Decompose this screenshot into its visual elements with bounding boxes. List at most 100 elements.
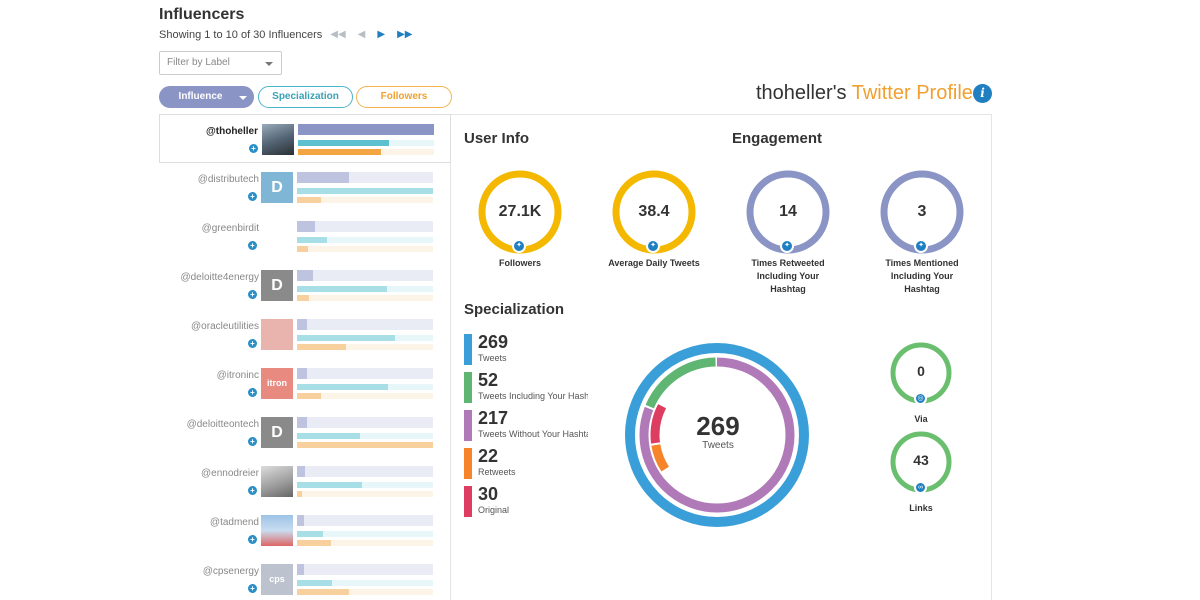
specialization-heading: Specialization <box>464 301 565 318</box>
pager-controls: ◀◀ ◀ ▶ ▶▶ <box>330 30 424 40</box>
influencer-handle[interactable]: @tadmend <box>209 517 259 528</box>
influencer-row[interactable]: @deloitte4energy + D <box>159 261 451 310</box>
influencer-row[interactable]: @distributech + D <box>159 163 451 212</box>
specialization-bar <box>297 482 433 488</box>
donut-center: 269 Tweets <box>676 412 760 451</box>
influencer-row[interactable]: @oracleutilities + <box>159 310 451 359</box>
influence-bar <box>297 368 433 379</box>
influencer-handle[interactable]: @distributech <box>197 174 259 185</box>
donut-original-arc <box>650 368 784 502</box>
add-icon[interactable]: + <box>248 241 257 250</box>
link-icon: ∞ <box>914 481 927 494</box>
user-info-heading: User Info <box>464 130 530 147</box>
influence-bar <box>298 124 434 135</box>
add-icon[interactable]: + <box>248 584 257 593</box>
mentioned-label: Times Mentioned Including Your Hashtag <box>879 257 965 296</box>
add-icon[interactable]: + <box>248 192 257 201</box>
next-page-icon[interactable]: ▶ <box>377 29 386 40</box>
influencer-bars <box>297 319 433 351</box>
sort-followers-button[interactable]: Followers <box>356 86 452 108</box>
info-icon[interactable]: i <box>973 84 992 103</box>
sort-specialization-button[interactable]: Specialization <box>258 86 353 108</box>
followers-track <box>297 246 433 252</box>
followers-bar <box>297 491 433 497</box>
influence-bar <box>297 319 433 330</box>
add-icon[interactable]: + <box>248 437 257 446</box>
globe-icon: ◎ <box>914 392 927 405</box>
followers-track <box>297 197 433 203</box>
prev-page-icon[interactable]: ◀ <box>357 29 366 40</box>
last-page-icon[interactable]: ▶▶ <box>397 29 413 40</box>
specialization-item: 30 Original <box>464 484 594 518</box>
specialization-bar <box>297 188 433 194</box>
followers-track <box>297 295 433 301</box>
followers-track <box>297 344 433 350</box>
influence-track <box>297 221 433 232</box>
profile-title: thoheller's Twitter Profile <box>756 82 973 105</box>
specialization-track <box>297 580 433 586</box>
add-icon[interactable]: + <box>248 290 257 299</box>
influencer-row[interactable]: @greenbirdit + ✿ <box>159 212 451 261</box>
specialization-track <box>297 335 433 341</box>
influence-bar <box>297 270 433 281</box>
avg-daily-value: 38.4 <box>638 203 670 220</box>
influence-track <box>297 466 433 477</box>
legend-label: Retweets <box>478 467 516 477</box>
influencer-handle[interactable]: @itroninc <box>216 370 259 381</box>
pagination-bar: Showing 1 to 10 of 30 Influencers ◀◀ ◀ ▶… <box>159 29 424 41</box>
avatar: D <box>261 417 293 448</box>
followers-bar <box>297 442 433 448</box>
add-icon[interactable]: + <box>248 388 257 397</box>
sort-influence-button[interactable]: Influence <box>159 86 254 108</box>
mentioned-label-line: Times Mentioned <box>885 258 959 268</box>
avatar: cps <box>261 564 293 595</box>
influencer-row[interactable]: @tadmend + <box>159 506 451 555</box>
donut-tweets-ring <box>625 343 809 527</box>
influencer-bars <box>297 515 433 547</box>
specialization-bar <box>297 433 433 439</box>
mentioned-label-line: Hashtag <box>904 284 940 294</box>
add-icon[interactable]: + <box>249 144 258 153</box>
profile-username: thoheller's <box>756 82 847 104</box>
links-stat: 43 ∞ Links <box>889 430 953 513</box>
influencer-handle[interactable]: @ennodreier <box>201 468 259 479</box>
followers-bar <box>297 393 433 399</box>
influencer-row[interactable]: @thoheller + <box>159 114 451 163</box>
specialization-bar <box>297 580 433 586</box>
legend-swatch <box>464 410 472 441</box>
first-page-icon[interactable]: ◀◀ <box>330 29 346 40</box>
specialization-track <box>297 237 433 243</box>
influencer-row[interactable]: @deloitteontech + D <box>159 408 451 457</box>
avatar <box>262 124 294 155</box>
influencer-bars <box>297 172 433 204</box>
influencer-bars <box>297 466 433 498</box>
influencer-handle[interactable]: @greenbirdit <box>201 223 259 234</box>
specialization-bar <box>297 384 433 390</box>
followers-track <box>297 589 433 595</box>
influencer-handle[interactable]: @deloitte4energy <box>180 272 259 283</box>
influencer-row[interactable]: @ennodreier + <box>159 457 451 506</box>
influencer-handle[interactable]: @oracleutilities <box>191 321 259 332</box>
filter-placeholder: Filter by Label <box>167 57 230 68</box>
followers-track <box>297 393 433 399</box>
influence-track <box>297 270 433 281</box>
filter-by-label-select[interactable]: Filter by Label <box>159 51 282 75</box>
influencer-row[interactable]: @itroninc + itron <box>159 359 451 408</box>
influence-track <box>297 368 433 379</box>
retweeted-label-line: Times Retweeted <box>751 258 825 268</box>
legend-value: 52 <box>478 370 499 390</box>
add-icon[interactable]: + <box>248 486 257 495</box>
influencer-handle[interactable]: @cpsenergy <box>202 566 259 577</box>
influencer-row[interactable]: @cpsenergy + cps <box>159 555 451 600</box>
influencer-handle[interactable]: @thoheller <box>206 126 258 137</box>
influence-bar <box>297 221 433 232</box>
add-icon[interactable]: + <box>248 339 257 348</box>
influencer-handle[interactable]: @deloitteontech <box>186 419 259 430</box>
influencer-list: @thoheller + @distributech + D @greenbirdit + ✿… <box>159 114 451 600</box>
followers-track <box>297 442 433 448</box>
followers-track <box>297 540 433 546</box>
followers-bar <box>297 197 433 203</box>
legend-swatch <box>464 372 472 403</box>
add-icon[interactable]: + <box>248 535 257 544</box>
legend-value: 30 <box>478 484 499 504</box>
